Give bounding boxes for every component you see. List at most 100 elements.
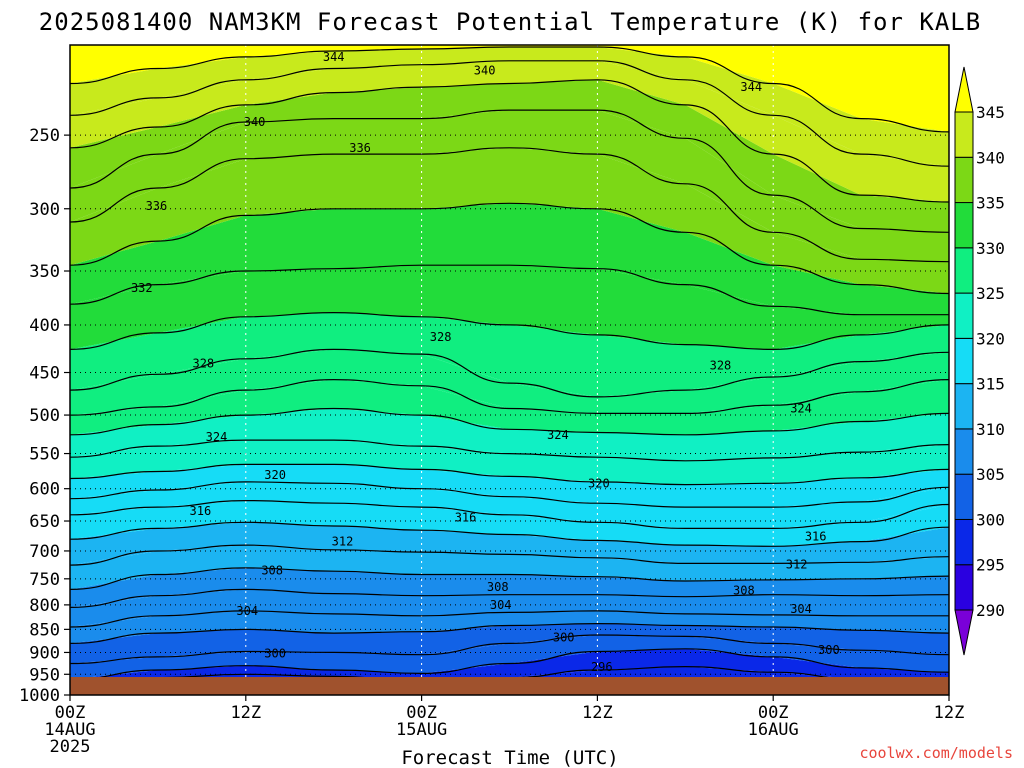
theta-band-314 — [70, 500, 949, 547]
colorbar-segment — [954, 518, 974, 566]
x-tick-label: 00Z — [406, 703, 437, 723]
colorbar-label: 310 — [976, 420, 1005, 439]
colorbar-segment — [954, 473, 974, 520]
chart-title: 2025081400 NAM3KM Forecast Potential Tem… — [39, 8, 981, 36]
colorbar-upper-arrow — [954, 66, 974, 113]
contour-label: 324 — [547, 428, 569, 442]
theta-band-340 — [70, 60, 949, 202]
isentrope-312 — [70, 544, 949, 566]
theta-band-310 — [70, 545, 949, 590]
isentrope-308 — [70, 588, 949, 608]
colorbar-label: 290 — [976, 601, 1005, 620]
y-tick-label: 800 — [29, 596, 60, 616]
contour-label: 320 — [264, 468, 286, 482]
colorbar: 290 295 300 305 310 315 320 325 330 335 340 345 — [954, 66, 1005, 656]
theta-band-328 — [70, 312, 949, 397]
y-tick-label: 450 — [29, 364, 60, 384]
contour-label: 340 — [474, 63, 496, 77]
contour-label: 316 — [805, 529, 827, 543]
x-tick-label: 00Z — [55, 703, 86, 723]
contour-label: 324 — [206, 430, 228, 444]
isentrope-300 — [70, 648, 949, 680]
contour-label: 312 — [786, 558, 808, 572]
x-tick-label: 12Z — [934, 703, 965, 723]
y-tick-label: 1000 — [19, 686, 60, 706]
y-tick-label: 400 — [29, 316, 60, 336]
contour-label: 344 — [323, 50, 345, 64]
contour-label: 304 — [490, 598, 512, 612]
x-tick-label: 12Z — [582, 703, 613, 723]
isentrope-332 — [70, 264, 949, 316]
contour-label: 296 — [591, 660, 613, 674]
isentrope-324 — [70, 407, 949, 436]
theta-band-298 — [70, 648, 949, 689]
isentrope-328 — [70, 348, 949, 398]
colorbar-segment — [954, 156, 974, 204]
theta-band-306 — [70, 589, 949, 627]
colorbar-segment — [954, 337, 974, 385]
y-tick-label: 850 — [29, 620, 60, 640]
isentrope-334 — [70, 202, 949, 295]
y-tick-label: 250 — [29, 126, 60, 146]
colorbar-segment — [954, 564, 974, 611]
theta-band-336 — [70, 110, 949, 262]
theta-band-324 — [70, 379, 949, 435]
theta-band-322 — [70, 408, 949, 461]
plot-frame — [69, 44, 950, 696]
credit-text: coolwx.com/models — [859, 744, 1013, 762]
colorbar-label: 295 — [976, 556, 1005, 575]
y-tick-label: 300 — [29, 200, 60, 220]
contour-label: 304 — [790, 602, 812, 616]
isentrope-316 — [70, 499, 949, 530]
x-tick-label: 15AUG — [396, 720, 447, 740]
isentrope-310 — [70, 567, 949, 590]
isentrope-306 — [70, 610, 949, 628]
isentrope-322 — [70, 439, 949, 462]
filled-contours — [70, 45, 949, 695]
theta-band-326 — [70, 349, 949, 416]
contour-label: 336 — [146, 199, 168, 213]
colorbar-label: 335 — [976, 194, 1005, 213]
isentrope-342 — [70, 60, 949, 167]
isentrope-302 — [70, 634, 949, 665]
theta-band-334 — [70, 147, 949, 294]
contour-label: 304 — [236, 604, 258, 618]
x-tick-label: 12Z — [230, 703, 261, 723]
colorbar-label: 305 — [976, 465, 1005, 484]
y-tick-label: 650 — [29, 512, 60, 532]
colorbar-label: 300 — [976, 510, 1005, 529]
theta-band-338 — [70, 79, 949, 233]
contour-label: 336 — [349, 141, 371, 155]
colorbar-lower-arrow — [954, 609, 974, 656]
contour-label: 316 — [190, 504, 212, 518]
y-tick-label: 750 — [29, 570, 60, 590]
y-tick-label: 500 — [29, 406, 60, 426]
y-tick-label: 900 — [29, 643, 60, 663]
x-axis-label: Forecast Time (UTC) — [401, 747, 618, 768]
contour-label: 308 — [733, 583, 755, 597]
isentrope-304 — [70, 622, 949, 644]
colorbar-segment — [954, 292, 974, 339]
isentrope-326 — [70, 378, 949, 416]
y-axis-ticks: 250 300 350 400 450 500 550 600 650 700 750 800 850 9… — [19, 126, 70, 706]
contour-label: 320 — [588, 476, 610, 490]
colorbar-label: 340 — [976, 148, 1005, 167]
theta-band-top — [70, 45, 949, 132]
colorbar-segment — [954, 428, 974, 475]
contour-label: 328 — [430, 330, 452, 344]
theta-band-308 — [70, 567, 949, 608]
colorbar-label: 320 — [976, 329, 1005, 348]
y-tick-label: 950 — [29, 665, 60, 685]
contour-label: 316 — [455, 510, 477, 524]
isentrope-336 — [70, 147, 949, 263]
colorbar-label: 315 — [976, 375, 1005, 394]
theta-band-302 — [70, 623, 949, 664]
contour-label: 300 — [264, 646, 286, 660]
theta-band-342 — [70, 47, 949, 167]
theta-band-304 — [70, 610, 949, 644]
contour-label: 300 — [818, 643, 840, 657]
isentrope-320 — [70, 463, 949, 486]
isentrope-330 — [70, 311, 949, 351]
y-tick-label: 600 — [29, 480, 60, 500]
